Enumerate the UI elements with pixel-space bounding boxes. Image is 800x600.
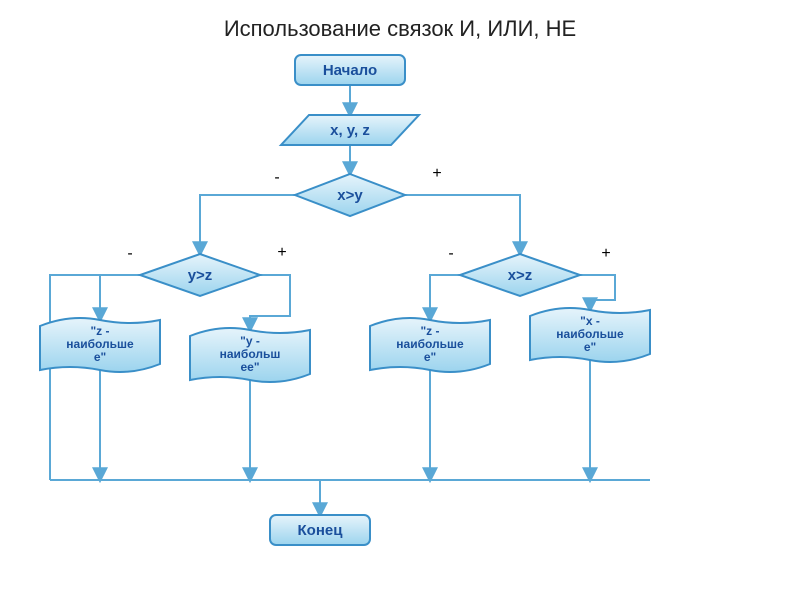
svg-text:е": е": [424, 350, 436, 364]
svg-text:y>z: y>z: [188, 267, 213, 284]
svg-text:x>z: x>z: [508, 267, 533, 284]
svg-text:наибольше: наибольше: [556, 327, 624, 341]
edge: [430, 275, 460, 320]
node-d_xy: x>y: [295, 174, 405, 216]
node-start: Начало: [295, 55, 405, 85]
edge-label: -: [448, 245, 453, 262]
svg-text:наибольше: наибольше: [396, 337, 464, 351]
edge-label: -: [127, 245, 132, 262]
node-out_y: "y -наибольшее": [190, 328, 310, 382]
node-d_yz: y>z: [140, 254, 260, 296]
svg-text:Начало: Начало: [323, 62, 377, 79]
edge: [250, 275, 290, 330]
node-out_z1: "z -наибольшее": [40, 318, 160, 372]
svg-text:е": е": [94, 350, 106, 364]
node-input: x, y, z: [281, 115, 419, 145]
node-out_x: "x -наибольшее": [530, 308, 650, 362]
svg-text:ее": ее": [240, 360, 259, 374]
svg-text:"y -: "y -: [240, 334, 260, 348]
node-end: Конец: [270, 515, 370, 545]
svg-text:x, y, z: x, y, z: [330, 122, 370, 139]
edge-label: +: [432, 165, 441, 182]
svg-text:x>y: x>y: [337, 187, 363, 204]
edge: [580, 275, 615, 310]
edge: [405, 195, 520, 254]
flowchart-canvas: Началоx, y, zx>yy>zx>z"z -наибольшее""y …: [0, 0, 800, 600]
edge-label: +: [277, 244, 286, 261]
node-out_z2: "z -наибольшее": [370, 318, 490, 372]
edge-label: +: [601, 245, 610, 262]
edge: [50, 275, 140, 480]
svg-text:наибольш: наибольш: [220, 347, 281, 361]
svg-text:наибольше: наибольше: [66, 337, 134, 351]
svg-text:Конец: Конец: [298, 522, 344, 539]
edge: [100, 275, 140, 320]
svg-text:"z -: "z -: [420, 324, 439, 338]
node-d_xz: x>z: [460, 254, 580, 296]
edge-label: -: [274, 169, 279, 186]
svg-text:"x -: "x -: [580, 314, 600, 328]
svg-text:е": е": [584, 340, 596, 354]
svg-text:"z -: "z -: [90, 324, 109, 338]
